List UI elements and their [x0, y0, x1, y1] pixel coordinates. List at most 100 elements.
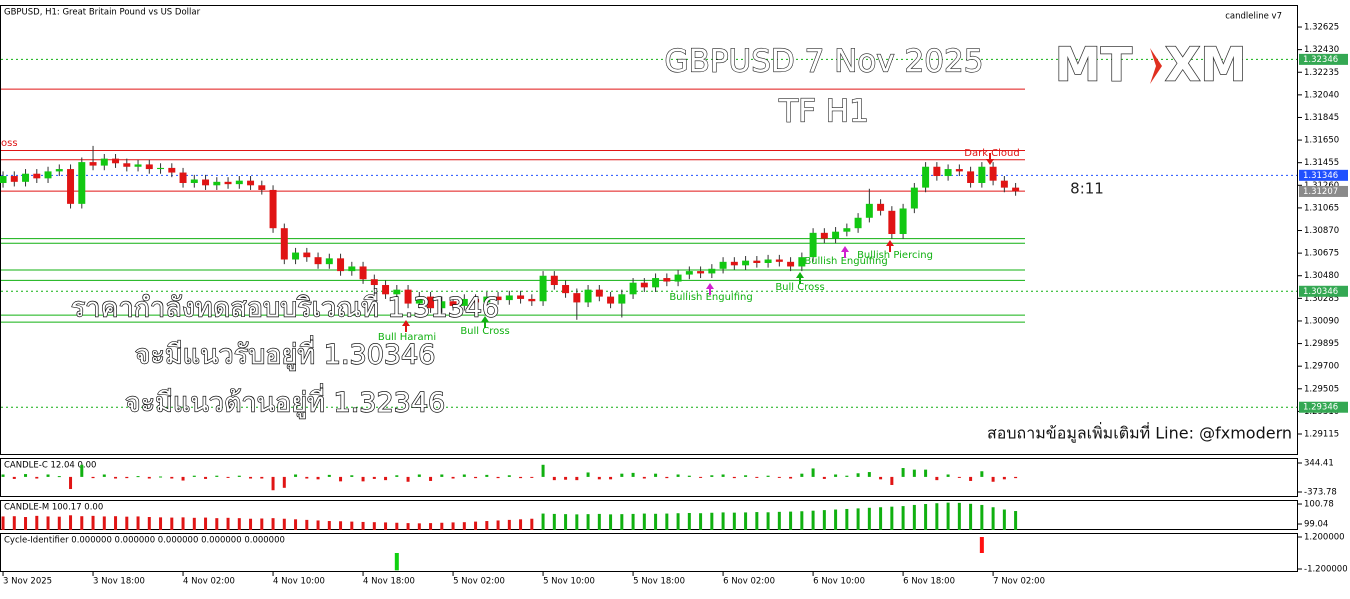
indicator-bar	[912, 469, 916, 477]
indicator-bar	[597, 513, 601, 530]
indicator-bar	[822, 510, 826, 530]
candle-body	[325, 258, 333, 265]
indicator-bar	[834, 474, 838, 477]
indicator-bar	[879, 476, 883, 480]
bar-timer: 8:11	[1070, 180, 1104, 198]
indicator-bar	[159, 517, 163, 530]
indicator-bar	[384, 522, 388, 530]
candle-body	[78, 162, 86, 204]
candle-body	[899, 208, 907, 235]
indicator-bar	[372, 476, 376, 479]
indicator-bar	[294, 474, 298, 477]
candle-body	[989, 166, 997, 181]
candle-body	[449, 301, 457, 306]
candle-body	[787, 261, 795, 267]
indicator-bar	[800, 511, 804, 530]
candle-body	[1012, 187, 1020, 192]
indicator-bar	[91, 476, 95, 479]
indicator-bar	[57, 476, 61, 478]
indicator-bar	[1014, 476, 1018, 479]
candle-body	[280, 228, 288, 260]
indicator-bar	[541, 464, 545, 477]
indicator-bar	[867, 472, 871, 477]
indicator-bar	[856, 508, 860, 530]
indicator-bar	[327, 521, 331, 530]
candle-body	[573, 293, 581, 303]
x-tick-label: 3 Nov 18:00	[93, 577, 145, 587]
indicator-bar	[507, 519, 511, 530]
indicator-bar	[24, 517, 28, 530]
y-tick-label: 1.30285	[1304, 294, 1339, 304]
candle-body	[67, 169, 75, 204]
indicator-bar	[879, 507, 883, 530]
candle-body	[168, 167, 176, 173]
candle-body	[719, 261, 727, 269]
candle-body	[348, 266, 356, 272]
y-tick-label: -1.200000	[1304, 565, 1348, 575]
candle-body	[415, 296, 423, 304]
y-tick-label: 1.31455	[1304, 158, 1339, 168]
indicator-bar	[114, 516, 118, 530]
indicator-bar	[541, 513, 545, 530]
indicator-bar	[597, 476, 601, 480]
indicator-bar	[260, 476, 264, 479]
indicator-bar	[755, 512, 759, 530]
price-label: 1.30346	[1303, 287, 1338, 297]
y-tick-label: 99.04	[1304, 520, 1328, 530]
candle-body	[247, 180, 255, 186]
y-tick-label: 1.31845	[1304, 113, 1339, 123]
indicator-bar	[631, 472, 635, 477]
pattern-label: Dark Cloud	[964, 148, 1019, 159]
indicator-bar	[69, 515, 73, 530]
y-tick-label: 1.29895	[1304, 339, 1339, 349]
logo-xm: XM	[1165, 38, 1246, 92]
indicator-bar	[710, 475, 714, 477]
indicator-name: candleline v7	[1225, 12, 1282, 22]
candle-body	[1000, 180, 1008, 188]
pattern-label: Bullish Engulfing	[804, 256, 887, 267]
candle-body	[708, 268, 716, 274]
indicator-bar	[159, 476, 163, 478]
indicator-bar	[530, 476, 534, 478]
overlay-title: GBPUSD 7 Nov 2025	[665, 44, 984, 80]
indicator-bar	[282, 518, 286, 530]
indicator-bar	[215, 475, 219, 477]
candle-body	[539, 275, 547, 302]
indicator-bar	[845, 475, 849, 477]
candle-body	[393, 289, 401, 295]
candle-body	[427, 296, 435, 309]
candle-body	[314, 257, 322, 265]
y-tick-label: 1.30870	[1304, 226, 1339, 236]
indicator-bar	[102, 474, 106, 477]
indicator-bar	[789, 476, 793, 479]
indicator-bar	[406, 476, 410, 482]
candle-body	[955, 169, 963, 172]
candle-body	[505, 295, 513, 301]
candle-body	[44, 171, 52, 179]
indicator-bar	[147, 517, 151, 530]
candle-body	[809, 232, 817, 258]
indicator-bar	[271, 518, 275, 530]
candle-body	[100, 158, 108, 166]
indicator-bar	[1, 516, 5, 530]
y-tick-label: 1.200000	[1304, 533, 1345, 543]
indicator-bar	[249, 476, 253, 479]
indicator-bar	[440, 522, 444, 530]
pattern-arrow	[706, 283, 714, 289]
indicator-bar	[496, 520, 500, 530]
indicator-bar	[1014, 511, 1018, 530]
candle-body	[145, 164, 153, 170]
candle-body	[494, 296, 502, 301]
candle-body	[865, 203, 873, 218]
indicator-bar	[462, 474, 466, 477]
pane-title: CANDLE-M 100.17 0.00	[4, 503, 103, 513]
indicator-bar	[440, 474, 444, 477]
indicator-bar	[552, 476, 556, 481]
indicator-bar	[609, 514, 613, 530]
indicator-bar	[80, 464, 84, 477]
candle-body	[472, 298, 480, 303]
candle-body	[292, 252, 300, 260]
candle-body	[157, 167, 165, 170]
y-tick-label: 1.32040	[1304, 90, 1339, 100]
candle-body	[202, 179, 210, 186]
